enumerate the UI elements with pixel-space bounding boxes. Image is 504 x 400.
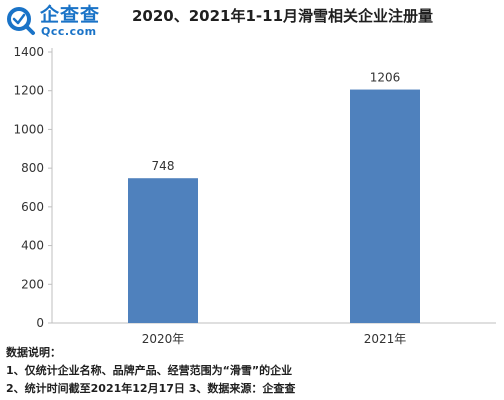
notes-line-1: 1、仅统计企业名称、品牌产品、经营范围为“滑雪”的企业 [6,364,293,377]
y-tick-label-4: 800 [21,161,44,175]
qcc-logo: 企查查 Qcc.com [6,4,124,40]
y-tick-label-0: 0 [36,316,44,330]
bar-0 [128,178,198,323]
x-tick-label-0: 2020年 [142,332,185,346]
notes-heading: 数据说明： [6,346,61,359]
chart-title: 2020、2021年1-11月滑雪相关企业注册量 [132,7,434,25]
data-notes: 数据说明： 1、仅统计企业名称、品牌产品、经营范围为“滑雪”的企业 2、统计时间… [6,344,295,398]
data-label-1: 1206 [370,71,401,85]
y-tick-label-1: 200 [21,277,44,291]
notes-line-2: 2、统计时间截至2021年12月17日 3、数据来源：企查查 [6,382,296,395]
logo-domain: Qcc.com [41,25,97,38]
y-tick-label-7: 1400 [13,45,44,59]
y-tick-label-3: 600 [21,200,44,214]
y-tick-label-6: 1200 [13,84,44,98]
logo-text: 企查查 [40,4,101,26]
y-tick-label-2: 400 [21,239,44,253]
bar-1 [350,89,420,323]
data-label-0: 748 [152,159,175,173]
qcc-logo-icon [7,7,35,35]
x-tick-label-1: 2021年 [364,332,407,346]
y-tick-label-5: 1000 [13,122,44,136]
